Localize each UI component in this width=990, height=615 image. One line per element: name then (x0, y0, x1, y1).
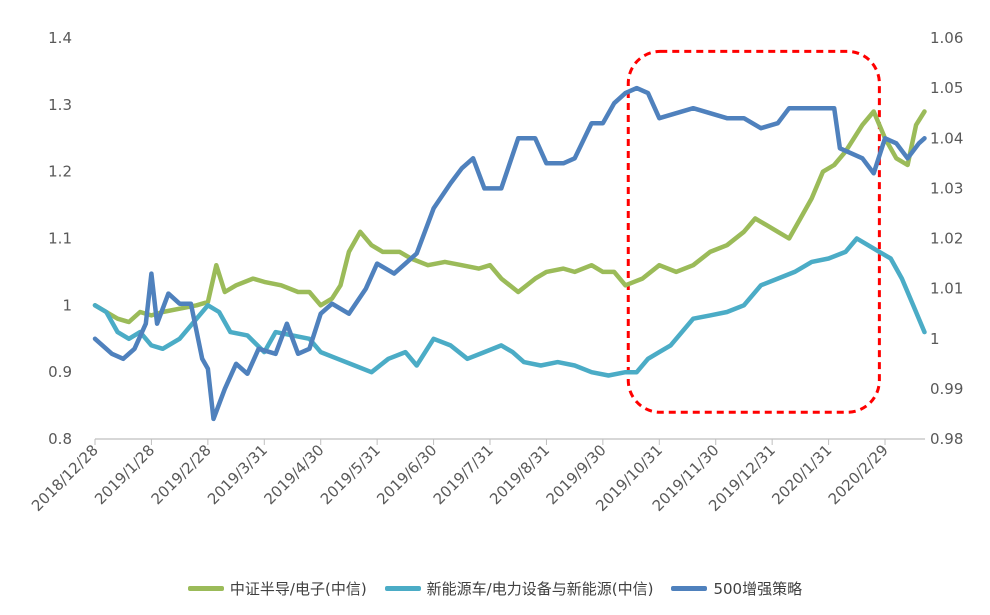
y-right-tick-label: 1.01 (930, 280, 963, 298)
y-axis-right: 0.98 0.99 1 1.01 1.02 1.03 1.04 1.05 1.06 (930, 29, 963, 448)
x-tick-label: 2019/7/31 (430, 441, 497, 508)
y-left-tick-label: 0.9 (48, 363, 72, 381)
legend-label: 新能源车/电力设备与新能源(中信) (426, 579, 654, 598)
highlight-region (626, 49, 881, 414)
y-axis-left: 0.8 0.9 1 1.1 1.2 1.3 1.4 (48, 29, 72, 448)
legend: 中证半导/电子(中信) 新能源车/电力设备与新能源(中信) 500增强策略 (0, 573, 990, 603)
y-left-tick-label: 1.3 (48, 96, 72, 114)
y-right-tick-label: 1.05 (930, 79, 963, 97)
x-tick-label: 2019/1/28 (91, 441, 158, 508)
legend-swatch (384, 585, 421, 591)
x-tick-label: 2020/1/31 (768, 441, 835, 508)
series-line-2 (92, 236, 927, 378)
x-axis: 2018/12/282019/1/282019/2/282019/3/31201… (28, 438, 926, 515)
y-right-tick-label: 1.04 (930, 129, 963, 147)
legend-label: 500增强策略 (713, 579, 803, 598)
y-left-tick-label: 1 (62, 296, 72, 314)
y-right-tick-label: 1 (930, 330, 940, 348)
x-tick-label: 2019/4/30 (260, 441, 327, 508)
x-tick-label: 2019/3/31 (204, 441, 271, 508)
y-right-tick-label: 1.03 (930, 179, 963, 197)
y-left-tick-label: 1.2 (48, 163, 72, 181)
y-left-tick-label: 0.8 (48, 430, 72, 448)
y-right-tick-label: 0.98 (930, 430, 963, 448)
series-layer (92, 85, 927, 422)
y-right-tick-label: 1.06 (930, 29, 963, 47)
x-tick-label: 2019/6/30 (373, 441, 440, 508)
x-tick-label: 2018/12/28 (28, 441, 102, 515)
chart: 2018/12/282019/1/282019/2/282019/3/31201… (28, 29, 963, 515)
annotation-layer (626, 49, 881, 414)
series-line-1 (92, 109, 927, 325)
legend-item: 新能源车/电力设备与新能源(中信) (384, 578, 654, 599)
legend-item: 500增强策略 (671, 578, 802, 599)
x-tick-label: 2019/5/31 (317, 441, 384, 508)
legend-label: 中证半导/电子(中信) (229, 579, 367, 598)
y-left-tick-label: 1.4 (48, 29, 72, 47)
y-left-tick-label: 1.1 (48, 230, 72, 248)
x-tick-label: 2019/8/31 (486, 441, 553, 508)
legend-swatch (187, 585, 224, 591)
legend-item: 中证半导/电子(中信) (187, 578, 367, 599)
legend-swatch (671, 585, 708, 591)
series-line-3 (92, 85, 927, 422)
y-right-tick-label: 1.02 (930, 230, 963, 248)
x-tick-label: 2019/2/28 (148, 441, 215, 508)
x-tick-label: 2020/2/29 (825, 441, 892, 508)
y-right-tick-label: 0.99 (930, 380, 963, 398)
